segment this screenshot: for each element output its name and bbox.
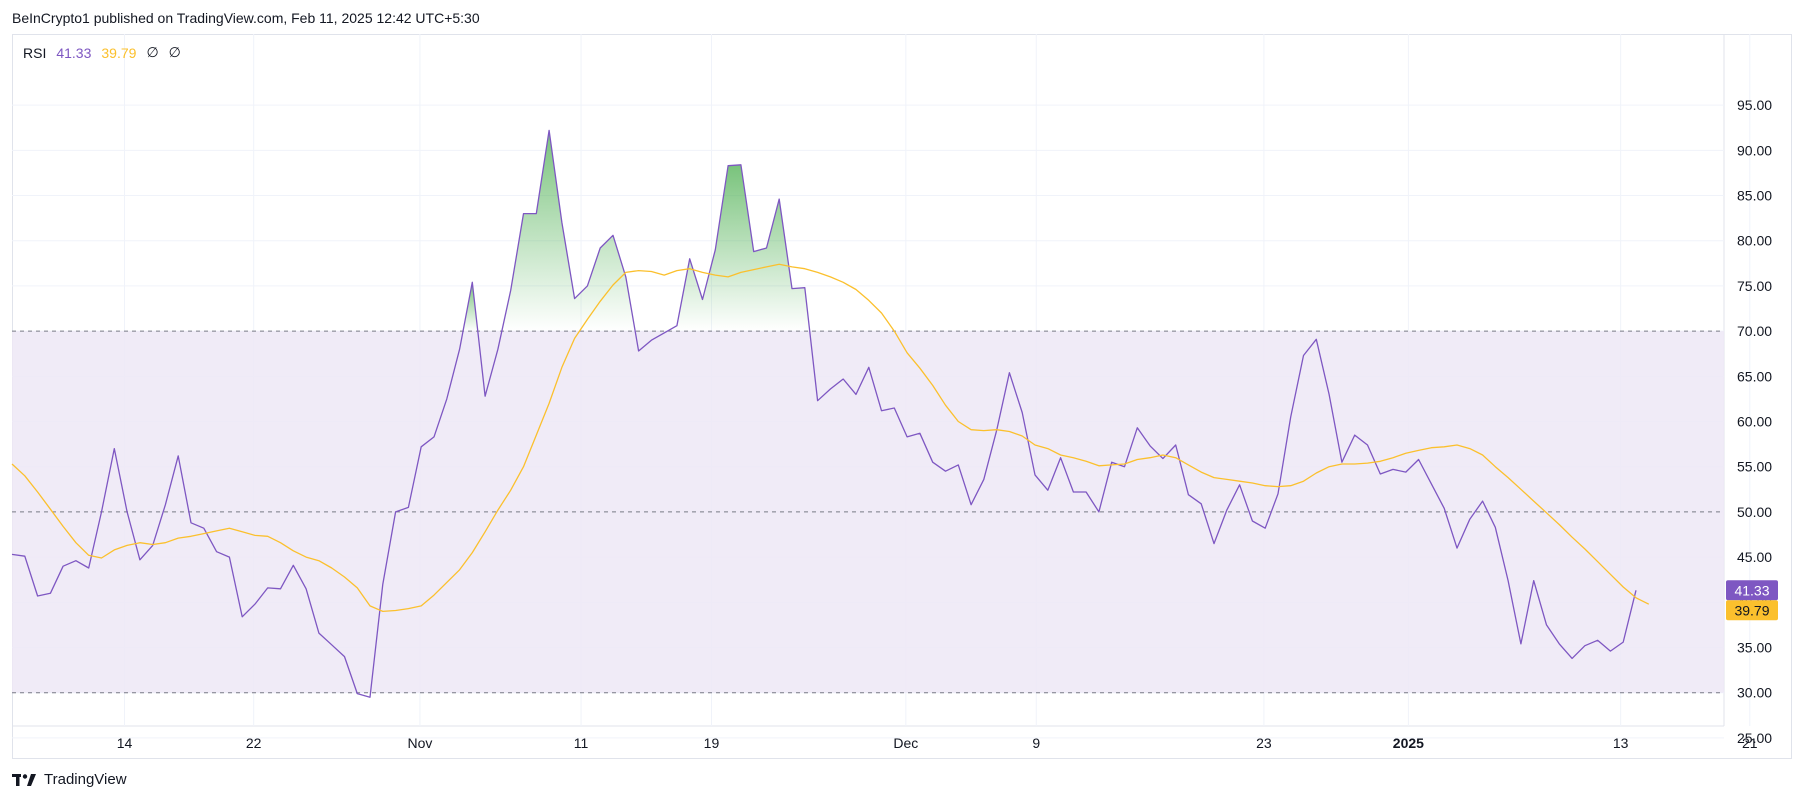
y-tick-label: 95.00 bbox=[1737, 97, 1772, 113]
legend-ma-value: 39.79 bbox=[101, 44, 137, 61]
rsi-last-value-tag-label: 41.33 bbox=[1734, 582, 1769, 598]
price-tags: 41.33 39.79 bbox=[1726, 580, 1778, 621]
footer-brand: TradingView bbox=[44, 771, 127, 788]
x-tick-label: 14 bbox=[117, 735, 133, 751]
y-tick-label: 60.00 bbox=[1737, 414, 1772, 430]
x-tick-label: 13 bbox=[1613, 735, 1629, 751]
y-tick-label: 80.00 bbox=[1737, 233, 1772, 249]
y-tick-label: 70.00 bbox=[1737, 323, 1772, 339]
y-tick-label: 45.00 bbox=[1737, 549, 1772, 565]
publisher-header: BeInCrypto1 published on TradingView.com… bbox=[12, 10, 480, 26]
y-tick-label: 30.00 bbox=[1737, 685, 1772, 701]
overbought-fill bbox=[463, 282, 478, 332]
legend-na-value: ∅ bbox=[168, 44, 181, 60]
y-tick-label: 55.00 bbox=[1737, 459, 1772, 475]
legend-rsi-value: 41.33 bbox=[56, 44, 92, 61]
x-tick-label: 19 bbox=[704, 735, 720, 751]
rsi-ma-line bbox=[11, 263, 1650, 613]
indicator-legend[interactable]: RSI 41.33 39.79 ∅ ∅ bbox=[23, 44, 181, 61]
overbought-fill bbox=[667, 164, 810, 332]
ma-last-value-tag-label: 39.79 bbox=[1734, 602, 1769, 618]
rsi-line bbox=[11, 129, 1637, 698]
legend-na-value: ∅ bbox=[146, 44, 159, 60]
y-tick-label: 50.00 bbox=[1737, 504, 1772, 520]
x-tick-label: 23 bbox=[1256, 735, 1272, 751]
overbought-fill bbox=[501, 130, 636, 332]
series-lines bbox=[11, 129, 1650, 698]
x-tick-label: Nov bbox=[407, 735, 432, 751]
overbought-fills bbox=[463, 130, 810, 332]
tradingview-logo-icon bbox=[12, 773, 36, 786]
x-tick-label: 11 bbox=[574, 735, 589, 751]
x-tick-label: 22 bbox=[246, 735, 262, 751]
y-tick-label: 35.00 bbox=[1737, 640, 1772, 656]
y-tick-label: 85.00 bbox=[1737, 188, 1772, 204]
y-axis: 25.0030.0035.0040.0045.0050.0055.0060.00… bbox=[1737, 97, 1772, 746]
x-tick-label: 9 bbox=[1032, 735, 1040, 751]
x-tick-label: 21 bbox=[1742, 735, 1758, 751]
x-tick-label: 2025 bbox=[1393, 735, 1424, 751]
ma-last-value-tag: 39.79 bbox=[1726, 600, 1778, 621]
y-tick-label: 90.00 bbox=[1737, 142, 1772, 158]
rsi-bands bbox=[12, 330, 1724, 694]
legend-indicator-name: RSI bbox=[23, 44, 47, 61]
y-tick-label: 65.00 bbox=[1737, 368, 1772, 384]
footer[interactable]: TradingView bbox=[12, 771, 127, 788]
x-axis: 1422Nov1119Dec92320251321Feb1018 bbox=[117, 735, 1758, 751]
rsi-last-value-tag-bg bbox=[1726, 580, 1778, 601]
y-tick-label: 75.00 bbox=[1737, 278, 1772, 294]
x-tick-label: Dec bbox=[893, 735, 918, 751]
y-tick-label: 25.00 bbox=[1737, 730, 1772, 746]
rsi-last-value-tag: 41.33 bbox=[1726, 580, 1778, 601]
ma-last-value-tag-bg bbox=[1726, 600, 1778, 621]
